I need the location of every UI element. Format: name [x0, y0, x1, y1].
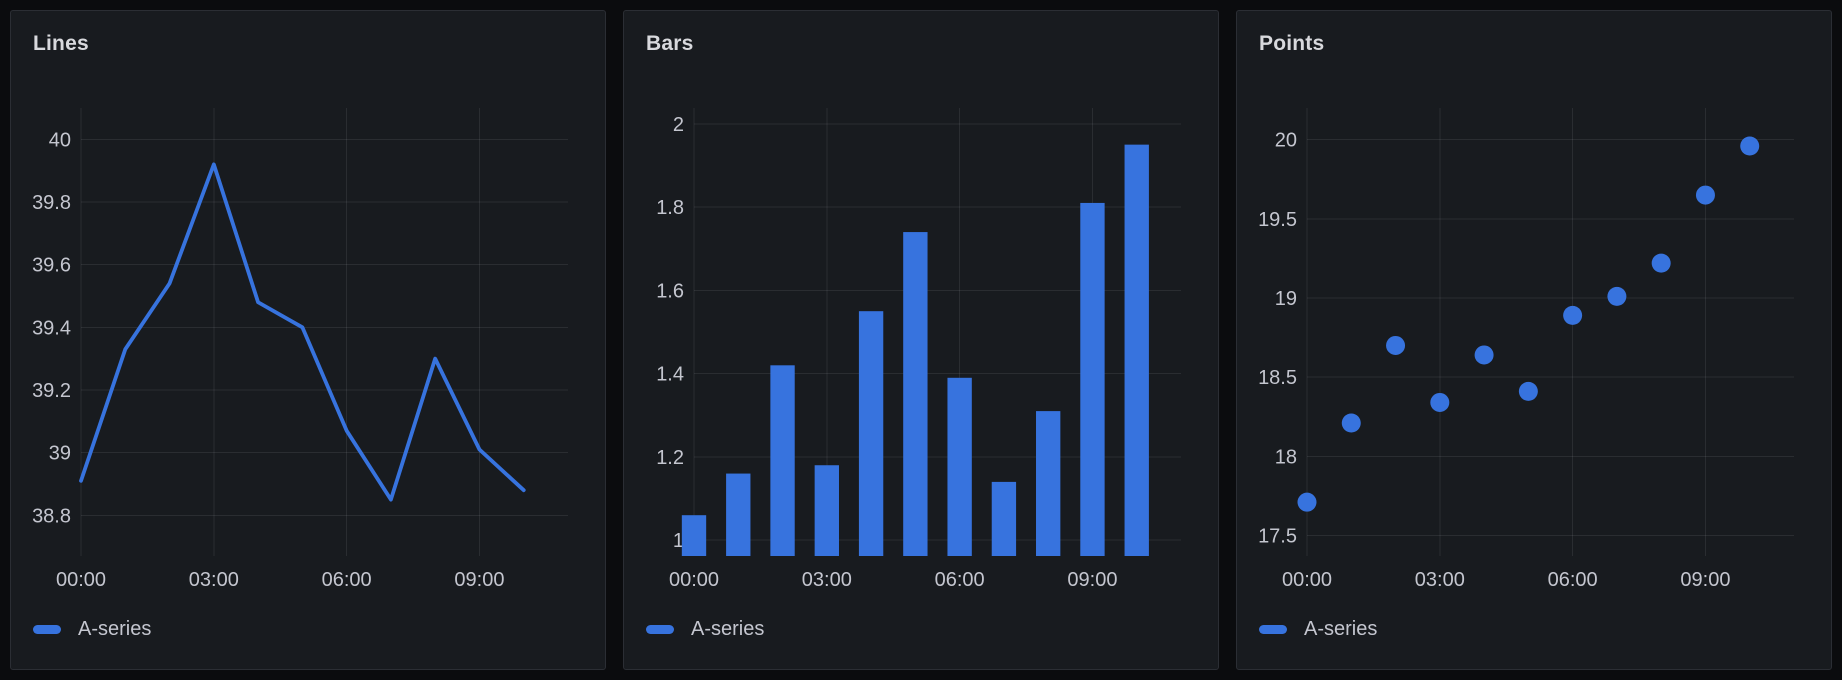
x-tick-label: 00:00	[56, 569, 106, 591]
point[interactable]	[1651, 253, 1671, 273]
point[interactable]	[1563, 305, 1583, 325]
axis-tick-labels: 38.8 39 39.2 39.4 39.6 39.8 40 00:00 03:00 06:00 0…	[32, 129, 504, 591]
panel-title-bars[interactable]: Bars	[646, 32, 694, 55]
bar[interactable]	[858, 311, 884, 556]
point[interactable]	[1341, 413, 1361, 433]
y-tick-label: 2	[673, 114, 684, 136]
gridlines	[1306, 108, 1794, 556]
line-series[interactable]	[79, 162, 526, 502]
x-tick-label: 06:00	[1548, 569, 1598, 591]
x-tick-label: 00:00	[669, 569, 719, 591]
bar-series[interactable]	[681, 144, 1149, 557]
y-tick-label: 39.2	[32, 380, 71, 402]
gridlines	[693, 108, 1181, 556]
axis-tick-labels: 17.5 18 18.5 19 19.5 20 00:00 03:00 06:00 09:00	[1258, 130, 1730, 591]
legend-series-label[interactable]: A-series	[78, 617, 152, 640]
x-tick-label: 06:00	[322, 569, 372, 591]
bar[interactable]	[814, 465, 839, 556]
y-tick-label: 39	[49, 443, 71, 465]
points-chart-svg[interactable]: 17.5 18 18.5 19 19.5 20 00:00 03:00 06:00 09:00	[1237, 11, 1833, 671]
panel-title-points[interactable]: Points	[1259, 32, 1325, 55]
bar[interactable]	[903, 232, 928, 557]
y-tick-label: 39.4	[32, 317, 71, 339]
points-chart-canvas[interactable]: 17.5 18 18.5 19 19.5 20 00:00 03:00 06:00 09:00	[1237, 11, 1831, 669]
axis-tick-labels: 1 1.2 1.4 1.6 1.8 2 00:00 03:00 06:00 09:00	[656, 114, 1117, 591]
y-tick-label: 39.6	[32, 255, 71, 277]
point[interactable]	[1297, 492, 1317, 512]
legend-bars[interactable]: A-series	[646, 618, 764, 640]
y-tick-label: 19.5	[1258, 209, 1297, 231]
point[interactable]	[1695, 185, 1715, 205]
y-tick-label: 1.6	[656, 280, 684, 302]
lines-chart-canvas[interactable]: 38.8 39 39.2 39.4 39.6 39.8 40 00:00 03:00 06:00 0…	[11, 11, 605, 669]
y-tick-label: 18	[1275, 446, 1297, 468]
bar[interactable]	[681, 515, 707, 556]
x-tick-label: 00:00	[1282, 569, 1332, 591]
y-tick-label: 19	[1275, 288, 1297, 310]
x-tick-label: 03:00	[1415, 569, 1465, 591]
x-tick-label: 03:00	[189, 569, 239, 591]
y-tick-label: 40	[49, 129, 71, 151]
panel-title-lines[interactable]: Lines	[33, 32, 89, 55]
legend-series-swatch-icon	[1259, 624, 1287, 634]
point[interactable]	[1518, 381, 1538, 401]
x-tick-label: 09:00	[1680, 569, 1730, 591]
panel-lines: Lines 38.8 39 39.2 39.4 39.6 39.8 40 00:00 03:00…	[10, 10, 606, 670]
y-tick-label: 18.5	[1258, 367, 1297, 389]
lines-chart-svg[interactable]: 38.8 39 39.2 39.4 39.6 39.8 40 00:00 03:00 06:00 0…	[11, 11, 607, 671]
point[interactable]	[1430, 392, 1450, 412]
bar[interactable]	[770, 365, 795, 556]
y-tick-label: 1	[673, 530, 684, 552]
y-tick-label: 39.8	[32, 192, 71, 214]
legend-series-swatch-icon	[646, 624, 674, 634]
bars-chart-canvas[interactable]: 1 1.2 1.4 1.6 1.8 2 00:00 03:00 06:00 09:00	[624, 11, 1218, 669]
x-tick-label: 09:00	[454, 569, 504, 591]
bar[interactable]	[991, 481, 1017, 556]
y-tick-label: 1.2	[656, 447, 684, 469]
bar[interactable]	[1080, 202, 1105, 556]
legend-series-label[interactable]: A-series	[691, 617, 765, 640]
y-tick-label: 20	[1275, 130, 1297, 152]
legend-series-label[interactable]: A-series	[1304, 617, 1378, 640]
bars-chart-svg[interactable]: 1 1.2 1.4 1.6 1.8 2 00:00 03:00 06:00 09:00	[624, 11, 1220, 671]
point[interactable]	[1607, 286, 1627, 306]
point[interactable]	[1386, 335, 1406, 355]
legend-lines[interactable]: A-series	[33, 618, 151, 640]
point[interactable]	[1474, 345, 1494, 365]
panel-points: Points 17.5 18 18.5 19 19.5 20 00:00 03:00 06:00…	[1236, 10, 1832, 670]
x-tick-label: 09:00	[1067, 569, 1117, 591]
bar[interactable]	[947, 377, 972, 556]
bar[interactable]	[1124, 144, 1149, 556]
panel-bars: Bars 1 1.2 1.4 1.6 1.8 2 00:00 03:00 06:00 09:00 …	[623, 10, 1219, 670]
x-tick-label: 03:00	[802, 569, 852, 591]
y-tick-label: 17.5	[1258, 525, 1297, 547]
legend-points[interactable]: A-series	[1259, 618, 1377, 640]
legend-series-swatch-icon	[33, 624, 61, 634]
gridlines	[80, 108, 568, 556]
x-tick-label: 06:00	[935, 569, 985, 591]
y-tick-label: 1.4	[656, 364, 684, 386]
y-tick-label: 38.8	[32, 505, 71, 527]
bar[interactable]	[726, 473, 751, 556]
point-series[interactable]	[1297, 136, 1760, 512]
point[interactable]	[1740, 136, 1760, 156]
bar[interactable]	[1036, 411, 1061, 556]
y-tick-label: 1.8	[656, 197, 684, 219]
